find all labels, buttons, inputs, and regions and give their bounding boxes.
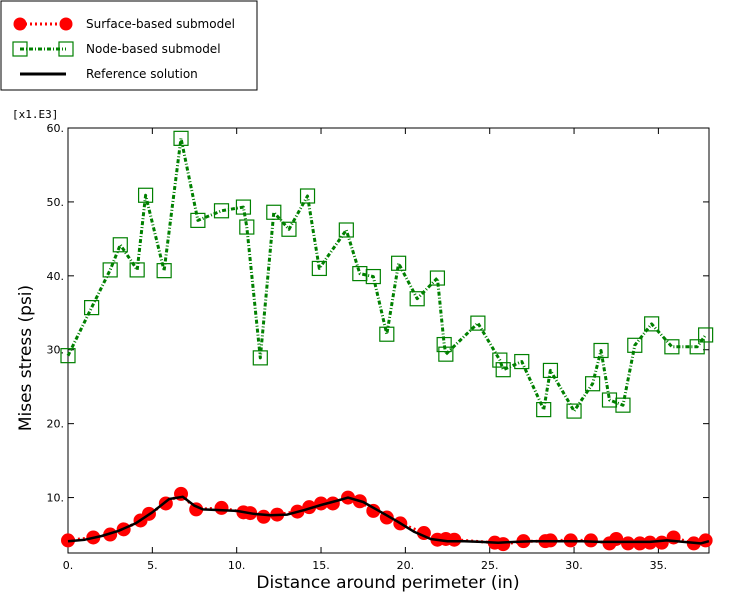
- x-tick-label: 15.: [312, 559, 330, 572]
- data-point: [436, 336, 452, 353]
- data-point: [256, 509, 271, 524]
- y-tick-label: 20.: [47, 418, 65, 431]
- y-tick-label: 60.: [47, 122, 65, 135]
- y-axis-multiplier: [x1.E3]: [12, 108, 58, 121]
- data-point: [365, 268, 381, 285]
- data-point: [429, 270, 446, 286]
- data-point: [609, 531, 624, 546]
- y-tick-label: 30.: [47, 344, 65, 357]
- x-tick-label: 25.: [481, 559, 499, 572]
- data-point: [129, 262, 145, 278]
- data-point: [654, 535, 669, 550]
- data-point: [621, 536, 636, 551]
- data-point: [615, 397, 631, 413]
- data-point: [84, 300, 100, 316]
- data-point: [542, 362, 559, 379]
- y-tick-label: 10.: [47, 492, 65, 505]
- data-point: [698, 327, 714, 343]
- data-point: [495, 362, 511, 378]
- data-point: [627, 337, 643, 353]
- data-point: [299, 188, 316, 204]
- data-point: [409, 291, 425, 307]
- x-axis-title: Distance around perimeter (in): [256, 573, 519, 593]
- data-point: [338, 222, 354, 238]
- data-point: [585, 376, 601, 392]
- data-point: [60, 348, 76, 364]
- x-tick-label: 35.: [650, 559, 668, 572]
- legend-entry: Reference solution: [20, 67, 198, 81]
- data-point: [311, 260, 327, 277]
- legend-marker: [58, 41, 74, 57]
- data-point: [235, 199, 252, 215]
- legend: Surface-based submodel Node-based submode…: [0, 0, 258, 91]
- data-point: [214, 500, 229, 515]
- data-point: [112, 237, 128, 253]
- data-point: [102, 262, 118, 278]
- x-tick-label: 30.: [565, 559, 583, 572]
- legend-label: Surface-based submodel: [86, 17, 235, 31]
- legend-entry: Surface-based submodel: [13, 17, 235, 31]
- data-point: [266, 204, 282, 220]
- data-point: [536, 402, 552, 418]
- data-point: [213, 203, 230, 219]
- legend-marker: [59, 17, 73, 31]
- legend-entry: Node-based submodel: [12, 41, 221, 57]
- data-point: [379, 326, 395, 342]
- data-point: [239, 219, 255, 235]
- data-point: [438, 346, 454, 362]
- legend-marker: [12, 41, 28, 57]
- legend-label: Node-based submodel: [86, 42, 221, 56]
- data-point: [391, 255, 407, 271]
- x-tick-label: 5.: [147, 559, 158, 572]
- y-tick-label: 50.: [47, 196, 65, 209]
- data-point: [137, 187, 154, 203]
- data-point: [689, 339, 705, 355]
- y-tick-label: 40.: [47, 270, 65, 283]
- data-point: [514, 353, 530, 370]
- data-point: [492, 352, 508, 368]
- data-point: [566, 403, 582, 419]
- x-tick-label: 10.: [228, 559, 246, 572]
- data-point: [190, 212, 206, 228]
- data-point: [593, 342, 609, 359]
- legend-marker: [13, 17, 27, 31]
- data-point: [698, 533, 713, 548]
- data-point: [470, 315, 486, 331]
- y-axis-title: Mises stress (psi): [16, 285, 36, 431]
- data-point: [252, 350, 268, 366]
- plot-frame: [67, 127, 710, 554]
- legend-label: Reference solution: [86, 67, 198, 81]
- x-tick-label: 0.: [63, 559, 74, 572]
- data-point: [447, 532, 462, 547]
- series-reference-solution: [67, 495, 710, 545]
- series-surface-based-submodel: [61, 486, 713, 552]
- series-line: [66, 136, 707, 413]
- data-point: [496, 537, 511, 552]
- data-point: [644, 316, 660, 332]
- data-point: [173, 130, 189, 146]
- data-point: [156, 263, 172, 279]
- data-point: [664, 339, 680, 355]
- series-line: [67, 495, 710, 545]
- data-point: [281, 221, 297, 237]
- series-node-based-submodel: [60, 130, 714, 419]
- x-tick-label: 20.: [397, 559, 415, 572]
